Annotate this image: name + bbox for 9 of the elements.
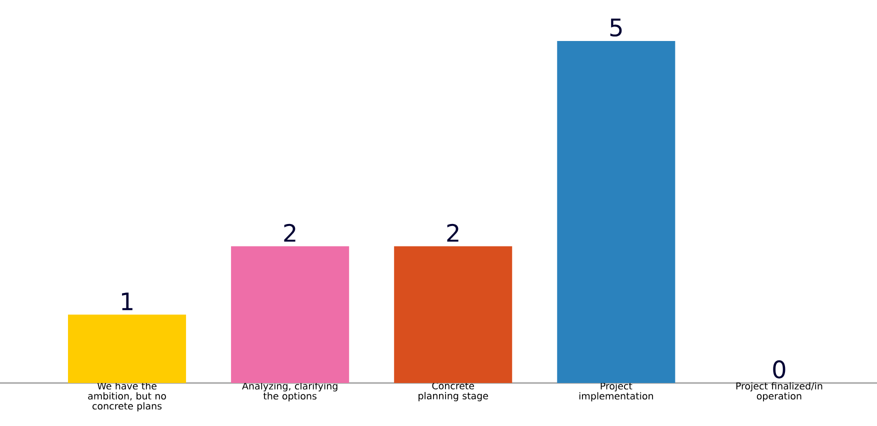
x-tick-label: Project implementation bbox=[579, 382, 653, 402]
data-label: 1 bbox=[122, 292, 132, 310]
data-label: 5 bbox=[610, 18, 622, 37]
data-label: 2 bbox=[447, 224, 458, 242]
data-label: 0 bbox=[773, 360, 786, 378]
x-tick-label: Project finalized/in operation bbox=[736, 382, 822, 402]
x-tick-label: Analyzing, clarifying the options bbox=[242, 382, 338, 402]
x-tick-label: Concrete planning stage bbox=[418, 382, 488, 402]
data-label: 2 bbox=[284, 224, 296, 242]
